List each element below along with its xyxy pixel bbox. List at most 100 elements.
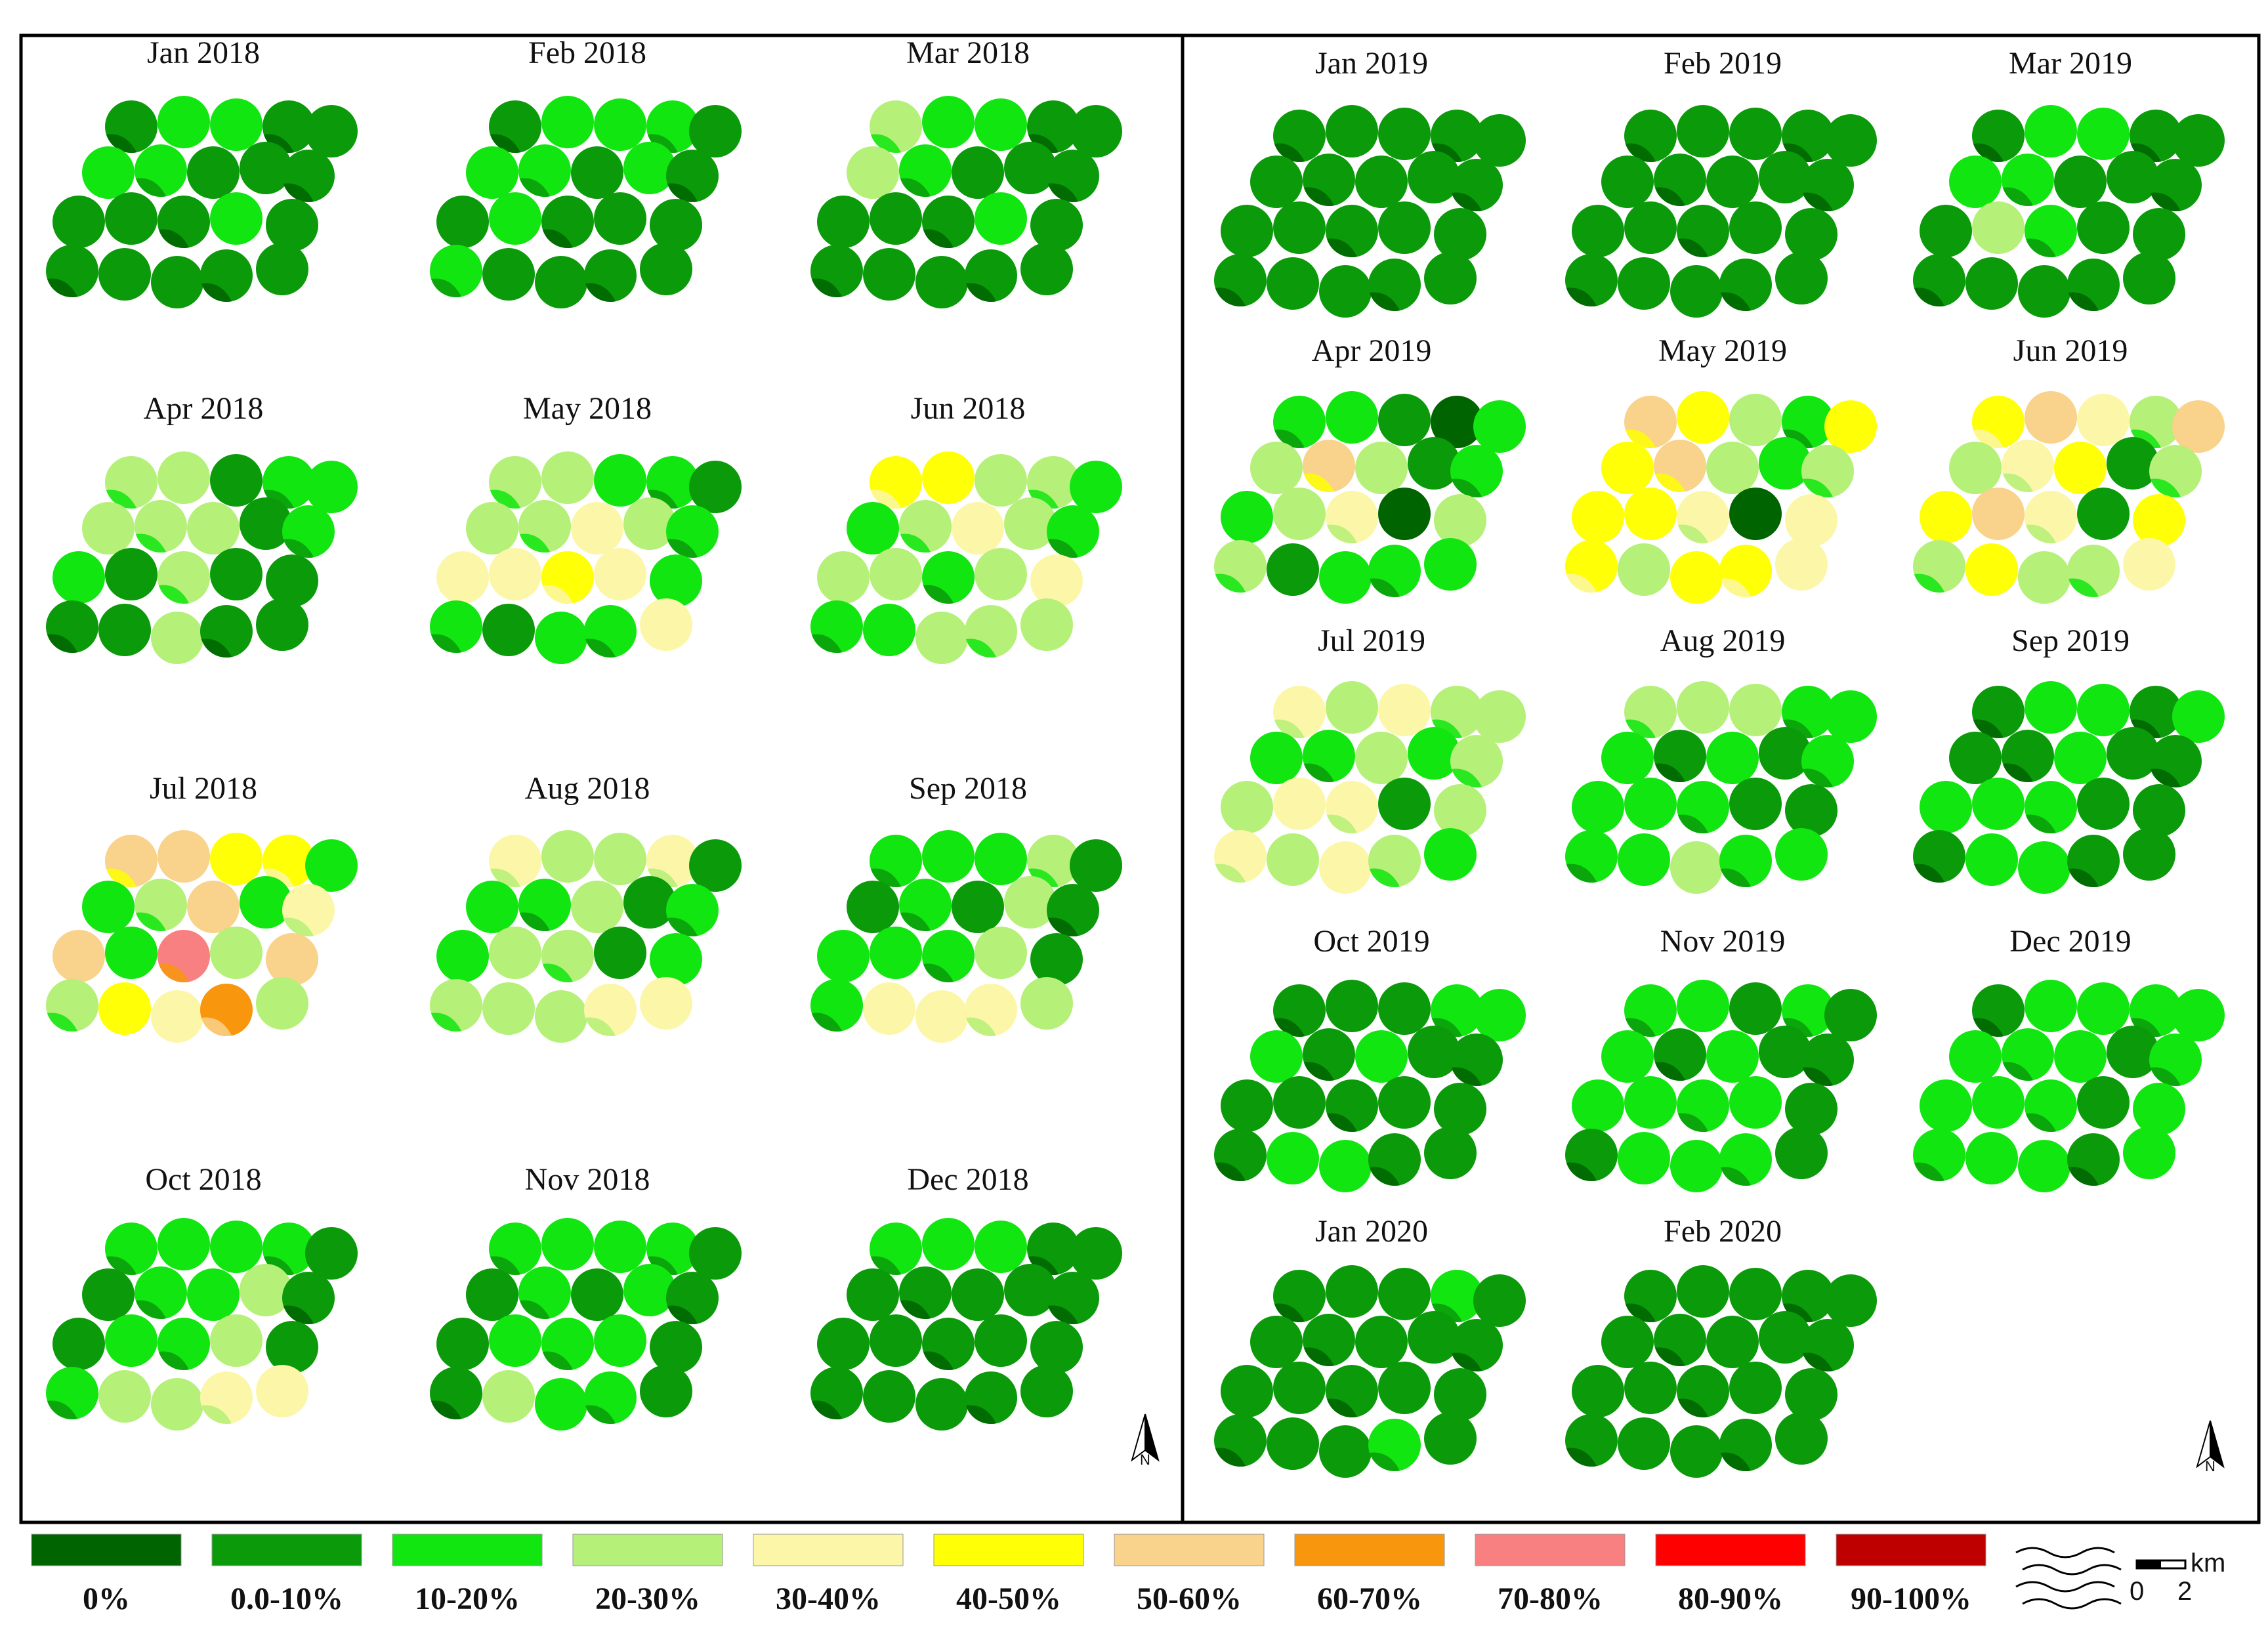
- pivot-field-circle: [640, 1365, 692, 1417]
- pivot-field-circle: [158, 451, 210, 504]
- field-patch: [2151, 192, 2181, 211]
- pivot-field-circle: [1785, 494, 1838, 547]
- field-patch: [1304, 187, 1334, 206]
- field-patch: [648, 490, 678, 509]
- legend-label: 0%: [83, 1581, 130, 1616]
- field-patch: [1370, 1167, 1400, 1186]
- legend-swatch: [392, 1534, 543, 1566]
- pivot-field-circle: [1250, 1316, 1303, 1368]
- pivot-field-circle: [1624, 778, 1677, 830]
- pivot-field-circle: [975, 192, 1027, 245]
- pivot-field-circle: [1572, 781, 1624, 833]
- field-patch: [923, 1351, 954, 1370]
- field-patch: [1215, 864, 1246, 883]
- pivot-field-circle: [1775, 1127, 1828, 1179]
- pivot-field-circle: [975, 1221, 1027, 1273]
- field-patch: [1432, 143, 1462, 162]
- field-patch: [201, 1405, 232, 1424]
- legend-swatch: [1294, 1534, 1445, 1566]
- pivot-field-circle: [1729, 201, 1782, 254]
- field-patch: [966, 638, 996, 658]
- pivot-field-circle: [52, 930, 105, 982]
- pivot-field-circle: [623, 142, 676, 194]
- pivot-field-circle: [1775, 538, 1828, 591]
- field-patch: [1678, 524, 1708, 543]
- panel-title: Oct 2018: [145, 1162, 261, 1197]
- field-patch: [1370, 578, 1400, 597]
- pivot-field-circle: [1824, 400, 1877, 453]
- field-patch: [1327, 1113, 1357, 1132]
- pivot-field-circle: [571, 881, 623, 933]
- pivot-field-circle: [689, 461, 742, 513]
- pivot-field-circle: [1965, 543, 2018, 596]
- field-patch: [201, 638, 232, 658]
- pivot-field-circle: [975, 1314, 1027, 1367]
- field-patch: [1783, 719, 1813, 738]
- field-patch: [585, 1017, 616, 1036]
- pivot-field-circle: [105, 548, 158, 600]
- field-patch: [543, 229, 573, 248]
- field-patch: [47, 1013, 77, 1032]
- pivot-field-circle: [1273, 1076, 1326, 1129]
- map-panel: May 2018: [430, 391, 742, 664]
- pivot-field-circle: [1824, 690, 1877, 743]
- north-label: N: [1140, 1452, 1150, 1468]
- pivot-field-circle: [1408, 1026, 1460, 1078]
- pivot-field-circle: [870, 1314, 922, 1367]
- panel-title: Nov 2019: [1660, 924, 1786, 959]
- pivot-field-circle: [2133, 1083, 2185, 1135]
- pivot-field-circle: [1020, 977, 1073, 1030]
- field-patch: [667, 917, 698, 936]
- legend-item: 90-100%: [1836, 1534, 1986, 1616]
- pivot-field-circle: [2123, 828, 2175, 881]
- panel-title: Feb 2018: [528, 35, 646, 70]
- field-patch: [520, 178, 550, 197]
- pivot-field-circle: [1424, 1127, 1477, 1179]
- pivot-field-circle: [82, 881, 135, 933]
- pivot-field-circle: [266, 933, 318, 986]
- pivot-field-circle: [2077, 1076, 2130, 1129]
- pivot-field-circle: [1267, 1132, 1319, 1184]
- field-patch: [1432, 1018, 1462, 1037]
- field-patch: [1655, 1062, 1685, 1081]
- pivot-field-circle: [2025, 391, 2077, 444]
- panel-title: May 2018: [523, 391, 652, 426]
- pivot-field-circle: [1972, 201, 2025, 254]
- pivot-field-circle: [489, 1314, 541, 1367]
- field-patch: [490, 1256, 520, 1275]
- pivot-field-circle: [266, 554, 318, 607]
- legend-label: 90-100%: [1851, 1581, 1971, 1616]
- pivot-field-circle: [489, 192, 541, 245]
- field-patch: [871, 1256, 901, 1275]
- map-panel: Dec 2018: [810, 1162, 1122, 1431]
- pivot-field-circle: [1221, 1079, 1273, 1132]
- pivot-field-circle: [1378, 982, 1431, 1035]
- pivot-field-circle: [2054, 156, 2107, 208]
- pivot-field-circle: [817, 196, 870, 248]
- pivot-field-circle: [466, 146, 518, 199]
- field-patch: [264, 1256, 294, 1275]
- pivot-field-circle: [98, 982, 151, 1035]
- pivot-field-circle: [82, 502, 135, 554]
- legend-item: 20-30%: [572, 1534, 723, 1616]
- pivot-field-circle: [240, 497, 292, 550]
- pivot-field-circle: [1319, 841, 1372, 894]
- field-patch: [2026, 238, 2056, 257]
- field-patch: [1973, 1018, 2004, 1037]
- legend-item: 0.0-10%: [211, 1534, 362, 1616]
- field-patch: [1566, 287, 1597, 306]
- pivot-field-circle: [52, 1318, 105, 1370]
- pivot-field-circle: [1434, 494, 1486, 547]
- pivot-field-circle: [689, 839, 742, 892]
- pivot-field-circle: [1572, 491, 1624, 543]
- pivot-field-circle: [1273, 1362, 1326, 1414]
- pivot-field-circle: [1677, 681, 1729, 734]
- pivot-field-circle: [594, 98, 646, 151]
- pivot-field-circle: [256, 598, 308, 651]
- pivot-field-circle: [650, 1321, 702, 1373]
- pivot-field-circle: [466, 1268, 518, 1321]
- pivot-field-circle: [305, 839, 358, 892]
- pivot-field-circle: [1250, 156, 1303, 208]
- north-label: N: [2205, 1458, 2216, 1474]
